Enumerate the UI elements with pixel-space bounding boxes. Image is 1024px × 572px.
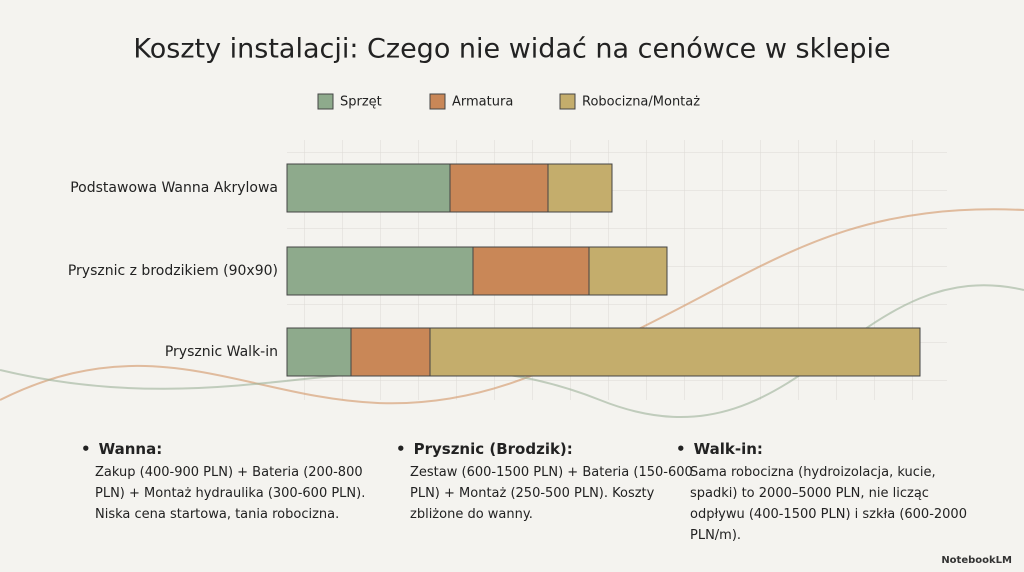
bar-segment xyxy=(350,327,431,377)
legend-swatch xyxy=(317,93,334,110)
note-body: Zestaw (600-1500 PLN) + Bateria (150-600… xyxy=(410,465,693,522)
brand: NotebookLM xyxy=(941,555,1012,566)
note-heading: Walk-in: xyxy=(690,440,980,458)
note: Walk-in: Sama robocizna (hydroizolacja, k… xyxy=(690,440,980,546)
category-label: Prysznic z brodzikiem (90x90) xyxy=(68,263,278,279)
category-label: Podstawowa Wanna Akrylowa xyxy=(70,180,278,196)
bar-segment xyxy=(429,327,921,377)
note-heading: Wanna: xyxy=(95,440,385,458)
decoration xyxy=(0,284,1024,419)
legend-swatch xyxy=(559,93,576,110)
bar-segment xyxy=(286,163,451,213)
bar-segment xyxy=(472,246,590,296)
legend-label: Robocizna/Montaż xyxy=(582,95,700,110)
category-label: Prysznic Walk-in xyxy=(165,344,278,360)
bar-segment xyxy=(547,163,613,213)
note-body: Sama robocizna (hydroizolacja, kucie, sp… xyxy=(690,465,967,543)
decoration xyxy=(0,208,1024,405)
bar-segment xyxy=(286,246,474,296)
note: Wanna: Zakup (400-900 PLN) + Bateria (200… xyxy=(95,440,385,525)
legend-label: Sprzęt xyxy=(340,95,382,110)
chart-title: Koszty instalacji: Czego nie widać na ce… xyxy=(133,34,890,65)
bar-segment xyxy=(588,246,668,296)
legend-swatch xyxy=(429,93,446,110)
note-body: Zakup (400-900 PLN) + Bateria (200-800 P… xyxy=(95,465,366,522)
bar-segment xyxy=(286,327,352,377)
note: Prysznic (Brodzik): Zestaw (600-1500 PLN)… xyxy=(410,440,700,525)
legend-label: Armatura xyxy=(452,95,513,110)
bar-segment xyxy=(449,163,549,213)
note-heading: Prysznic (Brodzik): xyxy=(410,440,700,458)
